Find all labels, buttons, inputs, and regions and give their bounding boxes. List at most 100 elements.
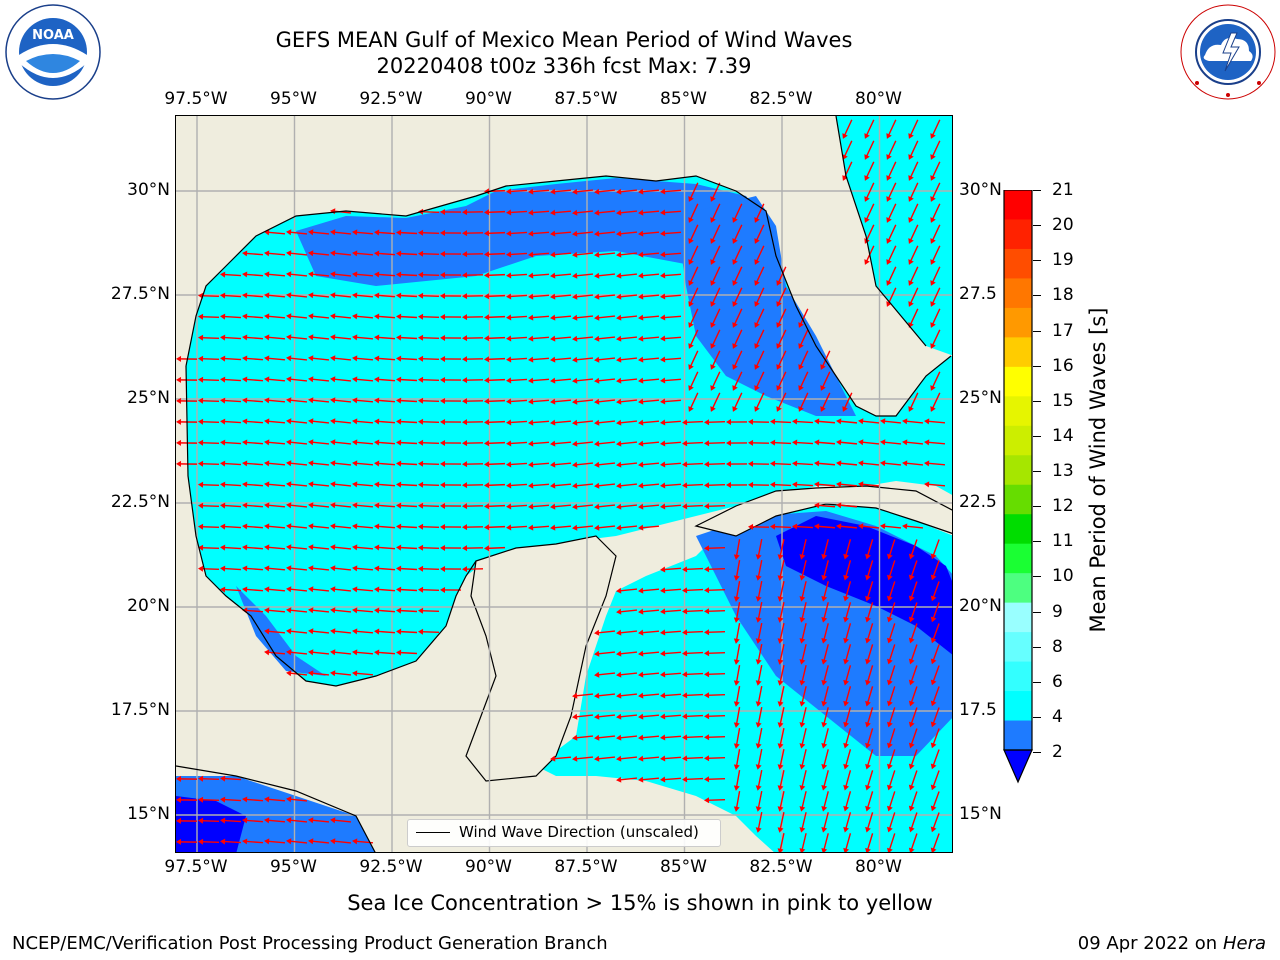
wave-direction-arrow — [640, 399, 660, 403]
wave-direction-arrowhead — [286, 292, 292, 299]
wave-direction-arrowhead — [308, 628, 314, 635]
wave-direction-arrowhead — [748, 460, 754, 467]
wave-direction-arrow — [552, 231, 572, 235]
wave-direction-arrow — [823, 686, 829, 704]
wave-direction-arrow — [486, 420, 506, 424]
wave-direction-arrowhead — [777, 659, 784, 665]
wave-direction-arrowhead — [908, 196, 914, 202]
colorbar-segment — [1004, 602, 1032, 633]
wave-direction-arrowhead — [528, 398, 534, 405]
wave-direction-arrow — [354, 588, 374, 592]
wave-direction-arrowhead — [930, 406, 936, 412]
wave-direction-arrowhead — [374, 334, 380, 341]
wave-direction-arrowhead — [594, 251, 600, 258]
wave-direction-arrow — [574, 420, 594, 424]
wave-direction-arrowhead — [777, 617, 784, 623]
wave-direction-arrowhead — [864, 154, 870, 160]
wave-direction-arrowhead — [616, 503, 622, 510]
wave-direction-arrowhead — [308, 355, 314, 362]
wave-direction-arrow — [931, 245, 941, 263]
wave-direction-arrow — [823, 707, 829, 725]
wave-direction-arrow — [552, 252, 572, 256]
wave-direction-arrow — [888, 602, 896, 620]
wave-direction-arrowhead — [843, 742, 850, 749]
lon-tick-label: 82.5°W — [749, 857, 813, 877]
wave-direction-arrow — [757, 602, 763, 620]
wave-direction-arrowhead — [858, 523, 864, 530]
wave-direction-arrow — [640, 189, 660, 193]
wave-direction-arrowhead — [688, 364, 694, 370]
wave-direction-arrowhead — [710, 322, 716, 328]
wave-direction-arrow — [860, 441, 880, 445]
colorbar-tick-label: 20 — [1052, 215, 1074, 236]
wave-direction-arrowhead — [572, 734, 578, 741]
wave-direction-arrow — [618, 357, 638, 361]
wave-direction-arrow — [689, 182, 699, 200]
wave-direction-arrowhead — [930, 595, 937, 602]
wave-direction-arrow — [574, 378, 594, 382]
wave-direction-arrowhead — [638, 755, 644, 762]
wave-direction-arrow — [887, 182, 897, 200]
wave-direction-arrowhead — [418, 313, 424, 320]
wave-direction-arrowhead — [286, 481, 292, 488]
wave-direction-arrowhead — [710, 406, 716, 412]
wave-direction-arrowhead — [864, 133, 870, 139]
wave-direction-arrow — [689, 245, 699, 263]
wave-direction-arrowhead — [176, 376, 182, 383]
wave-direction-arrowhead — [798, 343, 804, 349]
wave-direction-arrow — [552, 189, 572, 193]
wave-direction-arrow — [266, 462, 286, 466]
wave-direction-arrowhead — [352, 439, 358, 446]
lon-tick-label: 85°W — [660, 857, 707, 877]
wave-direction-arrowhead — [616, 230, 622, 237]
wave-direction-arrow — [888, 791, 896, 809]
wave-direction-arrowhead — [264, 250, 270, 257]
wave-direction-arrow — [618, 210, 638, 214]
wave-direction-arrow — [354, 273, 374, 277]
wave-direction-arrow — [486, 357, 506, 361]
wave-direction-arrowhead — [836, 481, 842, 488]
wave-direction-arrow — [596, 462, 616, 466]
wave-direction-arrow — [354, 315, 374, 319]
wave-direction-arrow — [844, 749, 852, 767]
wave-direction-arrowhead — [506, 398, 512, 405]
wave-direction-arrow — [662, 294, 682, 298]
wave-direction-arrow — [909, 119, 919, 137]
wave-direction-arrowhead — [484, 314, 490, 321]
wave-direction-arrowhead — [352, 649, 358, 656]
wave-direction-arrow — [618, 588, 638, 592]
wave-direction-arrowhead — [396, 397, 402, 404]
wave-direction-arrow — [222, 546, 242, 550]
wave-direction-arrowhead — [198, 355, 204, 362]
wave-direction-arrow — [706, 610, 726, 612]
wave-direction-arrow — [865, 119, 875, 137]
wave-direction-arrow — [772, 483, 792, 487]
lat-tick-label-right: 22.5 — [959, 492, 997, 512]
wave-direction-arrowhead — [682, 419, 688, 426]
gulf-hond-deep — [176, 796, 246, 852]
wave-direction-arrow — [530, 399, 550, 403]
wave-direction-arrow — [882, 462, 902, 466]
wave-direction-arrow — [618, 735, 638, 739]
wave-direction-arrow — [801, 581, 807, 599]
wave-direction-arrow — [530, 336, 550, 340]
wave-direction-arrowhead — [638, 440, 644, 447]
coastline-florida-east — [835, 116, 927, 347]
colorbar-tick-mark — [1033, 435, 1041, 437]
wave-direction-arrow — [801, 560, 807, 578]
wave-direction-arrowhead — [858, 481, 864, 488]
lat-tick-label: 30°N — [127, 180, 170, 200]
wave-direction-arrow — [530, 462, 550, 466]
wave-direction-arrowhead — [462, 209, 468, 216]
wave-direction-arrowhead — [638, 377, 644, 384]
wave-direction-arrow — [266, 840, 286, 844]
wave-direction-arrow — [866, 665, 874, 683]
wave-direction-arrowhead — [264, 460, 270, 467]
colorbar-tick-label: 18 — [1052, 285, 1074, 306]
wave-direction-arrow — [310, 420, 330, 424]
wave-direction-arrow — [618, 672, 638, 676]
wave-direction-arrow — [618, 525, 638, 529]
wave-direction-arrowhead — [462, 566, 468, 573]
wave-direction-arrowhead — [594, 356, 600, 363]
credit-host: Hera — [1222, 933, 1266, 954]
